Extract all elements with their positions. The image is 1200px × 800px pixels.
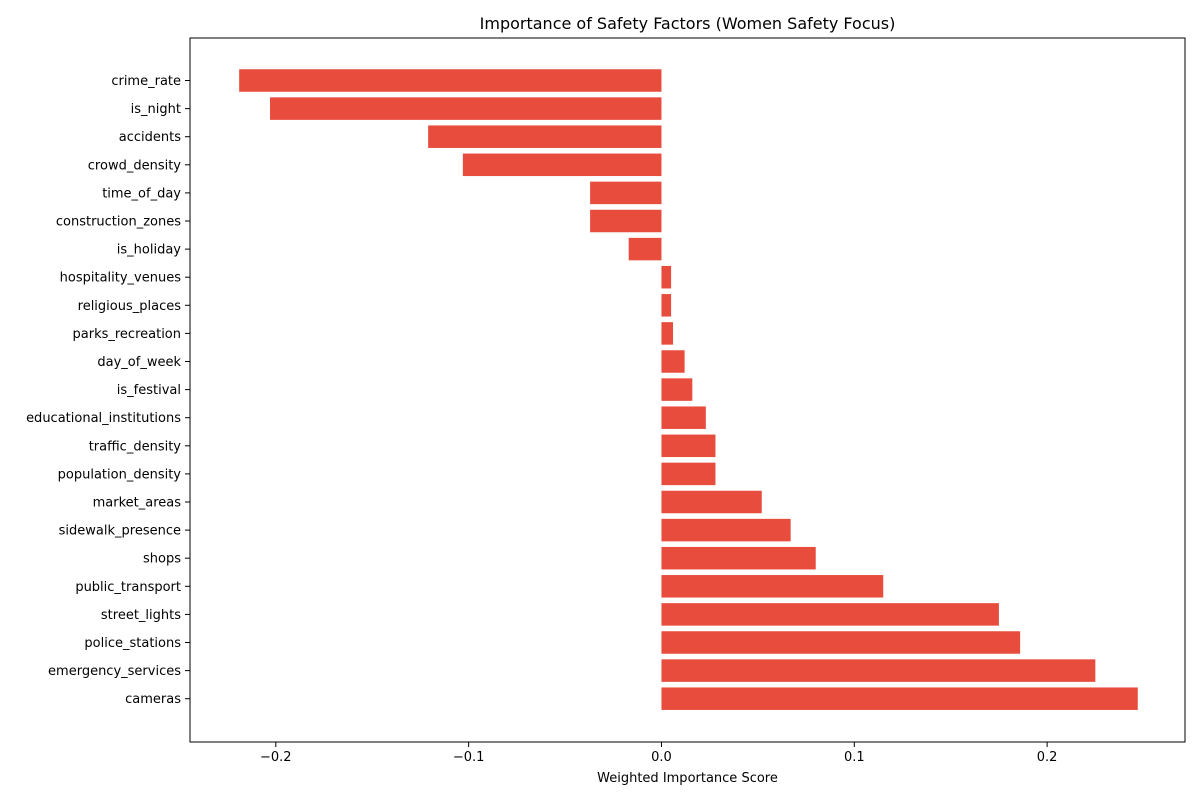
bar-traffic_density (661, 434, 716, 458)
x-axis: −0.2 −0.1 0.0 0.1 0.2 (260, 742, 1057, 765)
x-tick-label: 0.1 (844, 750, 865, 765)
bar-population_density (661, 462, 716, 486)
y-tick-label-crowd_density: crowd_density (88, 158, 182, 173)
bars-group (239, 69, 1138, 710)
bar-crowd_density (462, 153, 662, 177)
bar-religious_places (661, 294, 672, 317)
x-axis-label: Weighted Importance Score (597, 771, 778, 786)
chart-title: Importance of Safety Factors (Women Safe… (480, 14, 896, 33)
y-tick-label-market_areas: market_areas (93, 496, 182, 511)
y-tick-label-day_of_week: day_of_week (97, 355, 181, 370)
bar-emergency_services (661, 659, 1096, 682)
bar-educational_institutions (661, 406, 706, 429)
x-tick-label: 0.0 (651, 750, 672, 765)
y-tick-label-educational_institutions: educational_institutions (26, 411, 181, 426)
bar-market_areas (661, 490, 762, 514)
y-tick-label-is_night: is_night (131, 102, 181, 117)
x-tick-label: 0.2 (1037, 750, 1058, 765)
bar-sidewalk_presence (661, 518, 791, 542)
y-tick-label-hospitality_venues: hospitality_venues (60, 271, 182, 286)
x-tick-label: −0.2 (260, 750, 292, 765)
y-tick-label-street_lights: street_lights (101, 608, 181, 623)
bar-crime_rate (239, 69, 662, 92)
y-tick-label-traffic_density: traffic_density (89, 439, 182, 454)
bar-is_night (270, 97, 662, 120)
y-tick-label-population_density: population_density (58, 467, 182, 482)
y-tick-label-parks_recreation: parks_recreation (73, 327, 182, 342)
bar-street_lights (661, 603, 999, 626)
bar-time_of_day (590, 181, 662, 205)
y-tick-label-cameras: cameras (125, 692, 181, 707)
y-axis: crime_rate is_night accidents crowd_density… (26, 74, 190, 707)
y-tick-label-time_of_day: time_of_day (102, 186, 181, 201)
bar-day_of_week (661, 350, 685, 373)
bar-cameras (661, 687, 1138, 710)
bar-police_stations (661, 631, 1021, 654)
bar-is_holiday (628, 237, 662, 261)
y-tick-label-is_holiday: is_holiday (117, 243, 182, 258)
y-tick-label-public_transport: public_transport (75, 580, 181, 595)
x-tick-label: −0.1 (453, 750, 485, 765)
y-tick-label-police_stations: police_stations (84, 636, 181, 651)
bar-shops (661, 546, 816, 570)
bar-is_festival (661, 378, 693, 401)
y-tick-label-shops: shops (143, 552, 181, 567)
y-tick-label-religious_places: religious_places (78, 299, 182, 314)
y-tick-label-construction_zones: construction_zones (56, 215, 181, 230)
y-tick-label-is_festival: is_festival (117, 383, 181, 398)
y-tick-label-emergency_services: emergency_services (48, 664, 181, 679)
bar-hospitality_venues (661, 265, 672, 289)
bar-construction_zones (590, 209, 662, 233)
y-tick-label-crime_rate: crime_rate (111, 74, 181, 89)
y-tick-label-accidents: accidents (119, 130, 181, 145)
bar-public_transport (661, 575, 884, 598)
bar-accidents (428, 125, 662, 148)
y-tick-label-sidewalk_presence: sidewalk_presence (59, 524, 181, 539)
bar-parks_recreation (661, 322, 674, 345)
